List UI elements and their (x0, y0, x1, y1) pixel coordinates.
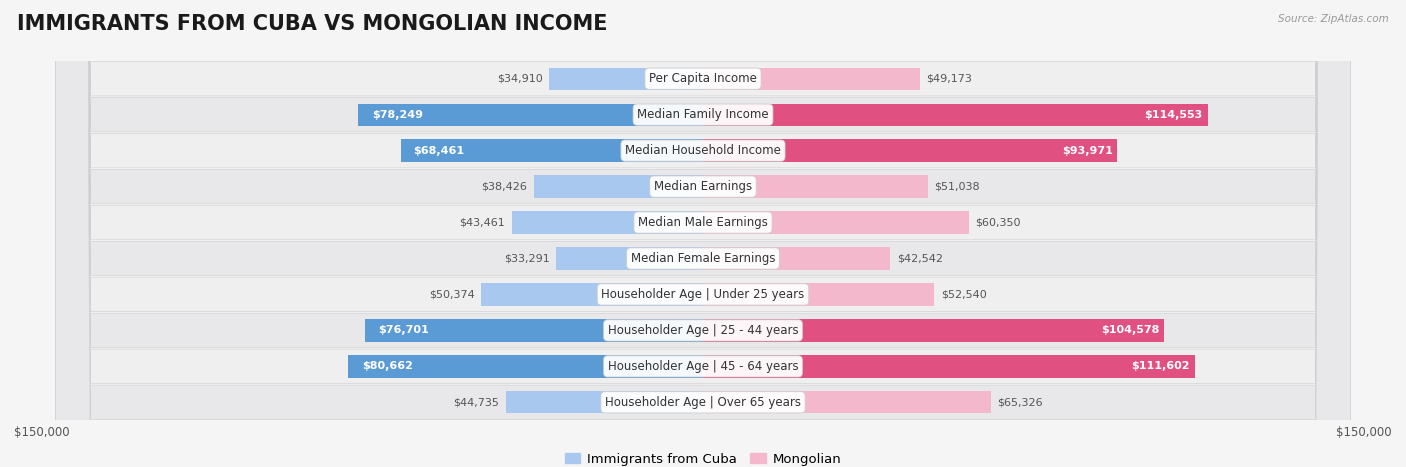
Text: Householder Age | 45 - 64 years: Householder Age | 45 - 64 years (607, 360, 799, 373)
Text: $43,461: $43,461 (460, 218, 505, 227)
Text: Householder Age | 25 - 44 years: Householder Age | 25 - 44 years (607, 324, 799, 337)
Text: $68,461: $68,461 (413, 146, 464, 156)
Text: Householder Age | Under 25 years: Householder Age | Under 25 years (602, 288, 804, 301)
Bar (359, 104, 703, 126)
Text: $114,553: $114,553 (1144, 110, 1202, 120)
FancyBboxPatch shape (55, 0, 1351, 467)
Text: $38,426: $38,426 (481, 182, 527, 191)
Bar (703, 319, 1164, 341)
FancyBboxPatch shape (55, 0, 1351, 467)
Text: $78,249: $78,249 (373, 110, 423, 120)
Text: IMMIGRANTS FROM CUBA VS MONGOLIAN INCOME: IMMIGRANTS FROM CUBA VS MONGOLIAN INCOME (17, 14, 607, 34)
Text: $50,374: $50,374 (429, 290, 474, 299)
Text: $49,173: $49,173 (927, 74, 972, 84)
Text: $33,291: $33,291 (503, 254, 550, 263)
Text: $93,971: $93,971 (1062, 146, 1112, 156)
FancyBboxPatch shape (55, 0, 1351, 467)
FancyBboxPatch shape (55, 0, 1351, 467)
Text: Median Earnings: Median Earnings (654, 180, 752, 193)
Text: Median Household Income: Median Household Income (626, 144, 780, 157)
FancyBboxPatch shape (55, 0, 1351, 467)
Bar (703, 140, 1116, 162)
Text: Median Male Earnings: Median Male Earnings (638, 216, 768, 229)
Bar (703, 212, 969, 234)
Bar (512, 212, 703, 234)
Text: Householder Age | Over 65 years: Householder Age | Over 65 years (605, 396, 801, 409)
FancyBboxPatch shape (55, 0, 1351, 467)
Text: $65,326: $65,326 (997, 397, 1043, 407)
Bar (506, 391, 703, 413)
Text: Per Capita Income: Per Capita Income (650, 72, 756, 85)
Bar (703, 283, 935, 305)
Bar (534, 176, 703, 198)
Text: Median Family Income: Median Family Income (637, 108, 769, 121)
Text: $111,602: $111,602 (1132, 361, 1189, 371)
Bar (401, 140, 703, 162)
Text: $52,540: $52,540 (941, 290, 987, 299)
Bar (703, 248, 890, 269)
Bar (703, 104, 1208, 126)
Bar (366, 319, 703, 341)
Text: $104,578: $104,578 (1101, 325, 1159, 335)
FancyBboxPatch shape (55, 0, 1351, 467)
Text: $80,662: $80,662 (361, 361, 413, 371)
Bar (703, 391, 991, 413)
Text: $60,350: $60,350 (976, 218, 1021, 227)
Bar (347, 355, 703, 377)
Legend: Immigrants from Cuba, Mongolian: Immigrants from Cuba, Mongolian (560, 448, 846, 467)
Bar (557, 248, 703, 269)
FancyBboxPatch shape (55, 0, 1351, 467)
Text: $44,735: $44,735 (454, 397, 499, 407)
FancyBboxPatch shape (55, 0, 1351, 467)
Text: Source: ZipAtlas.com: Source: ZipAtlas.com (1278, 14, 1389, 24)
Bar (550, 68, 703, 90)
Bar (703, 68, 920, 90)
FancyBboxPatch shape (55, 0, 1351, 467)
Bar (703, 176, 928, 198)
Bar (481, 283, 703, 305)
Bar (703, 355, 1195, 377)
Text: $42,542: $42,542 (897, 254, 943, 263)
Text: $51,038: $51,038 (935, 182, 980, 191)
Text: $34,910: $34,910 (496, 74, 543, 84)
Text: Median Female Earnings: Median Female Earnings (631, 252, 775, 265)
Text: $76,701: $76,701 (378, 325, 429, 335)
